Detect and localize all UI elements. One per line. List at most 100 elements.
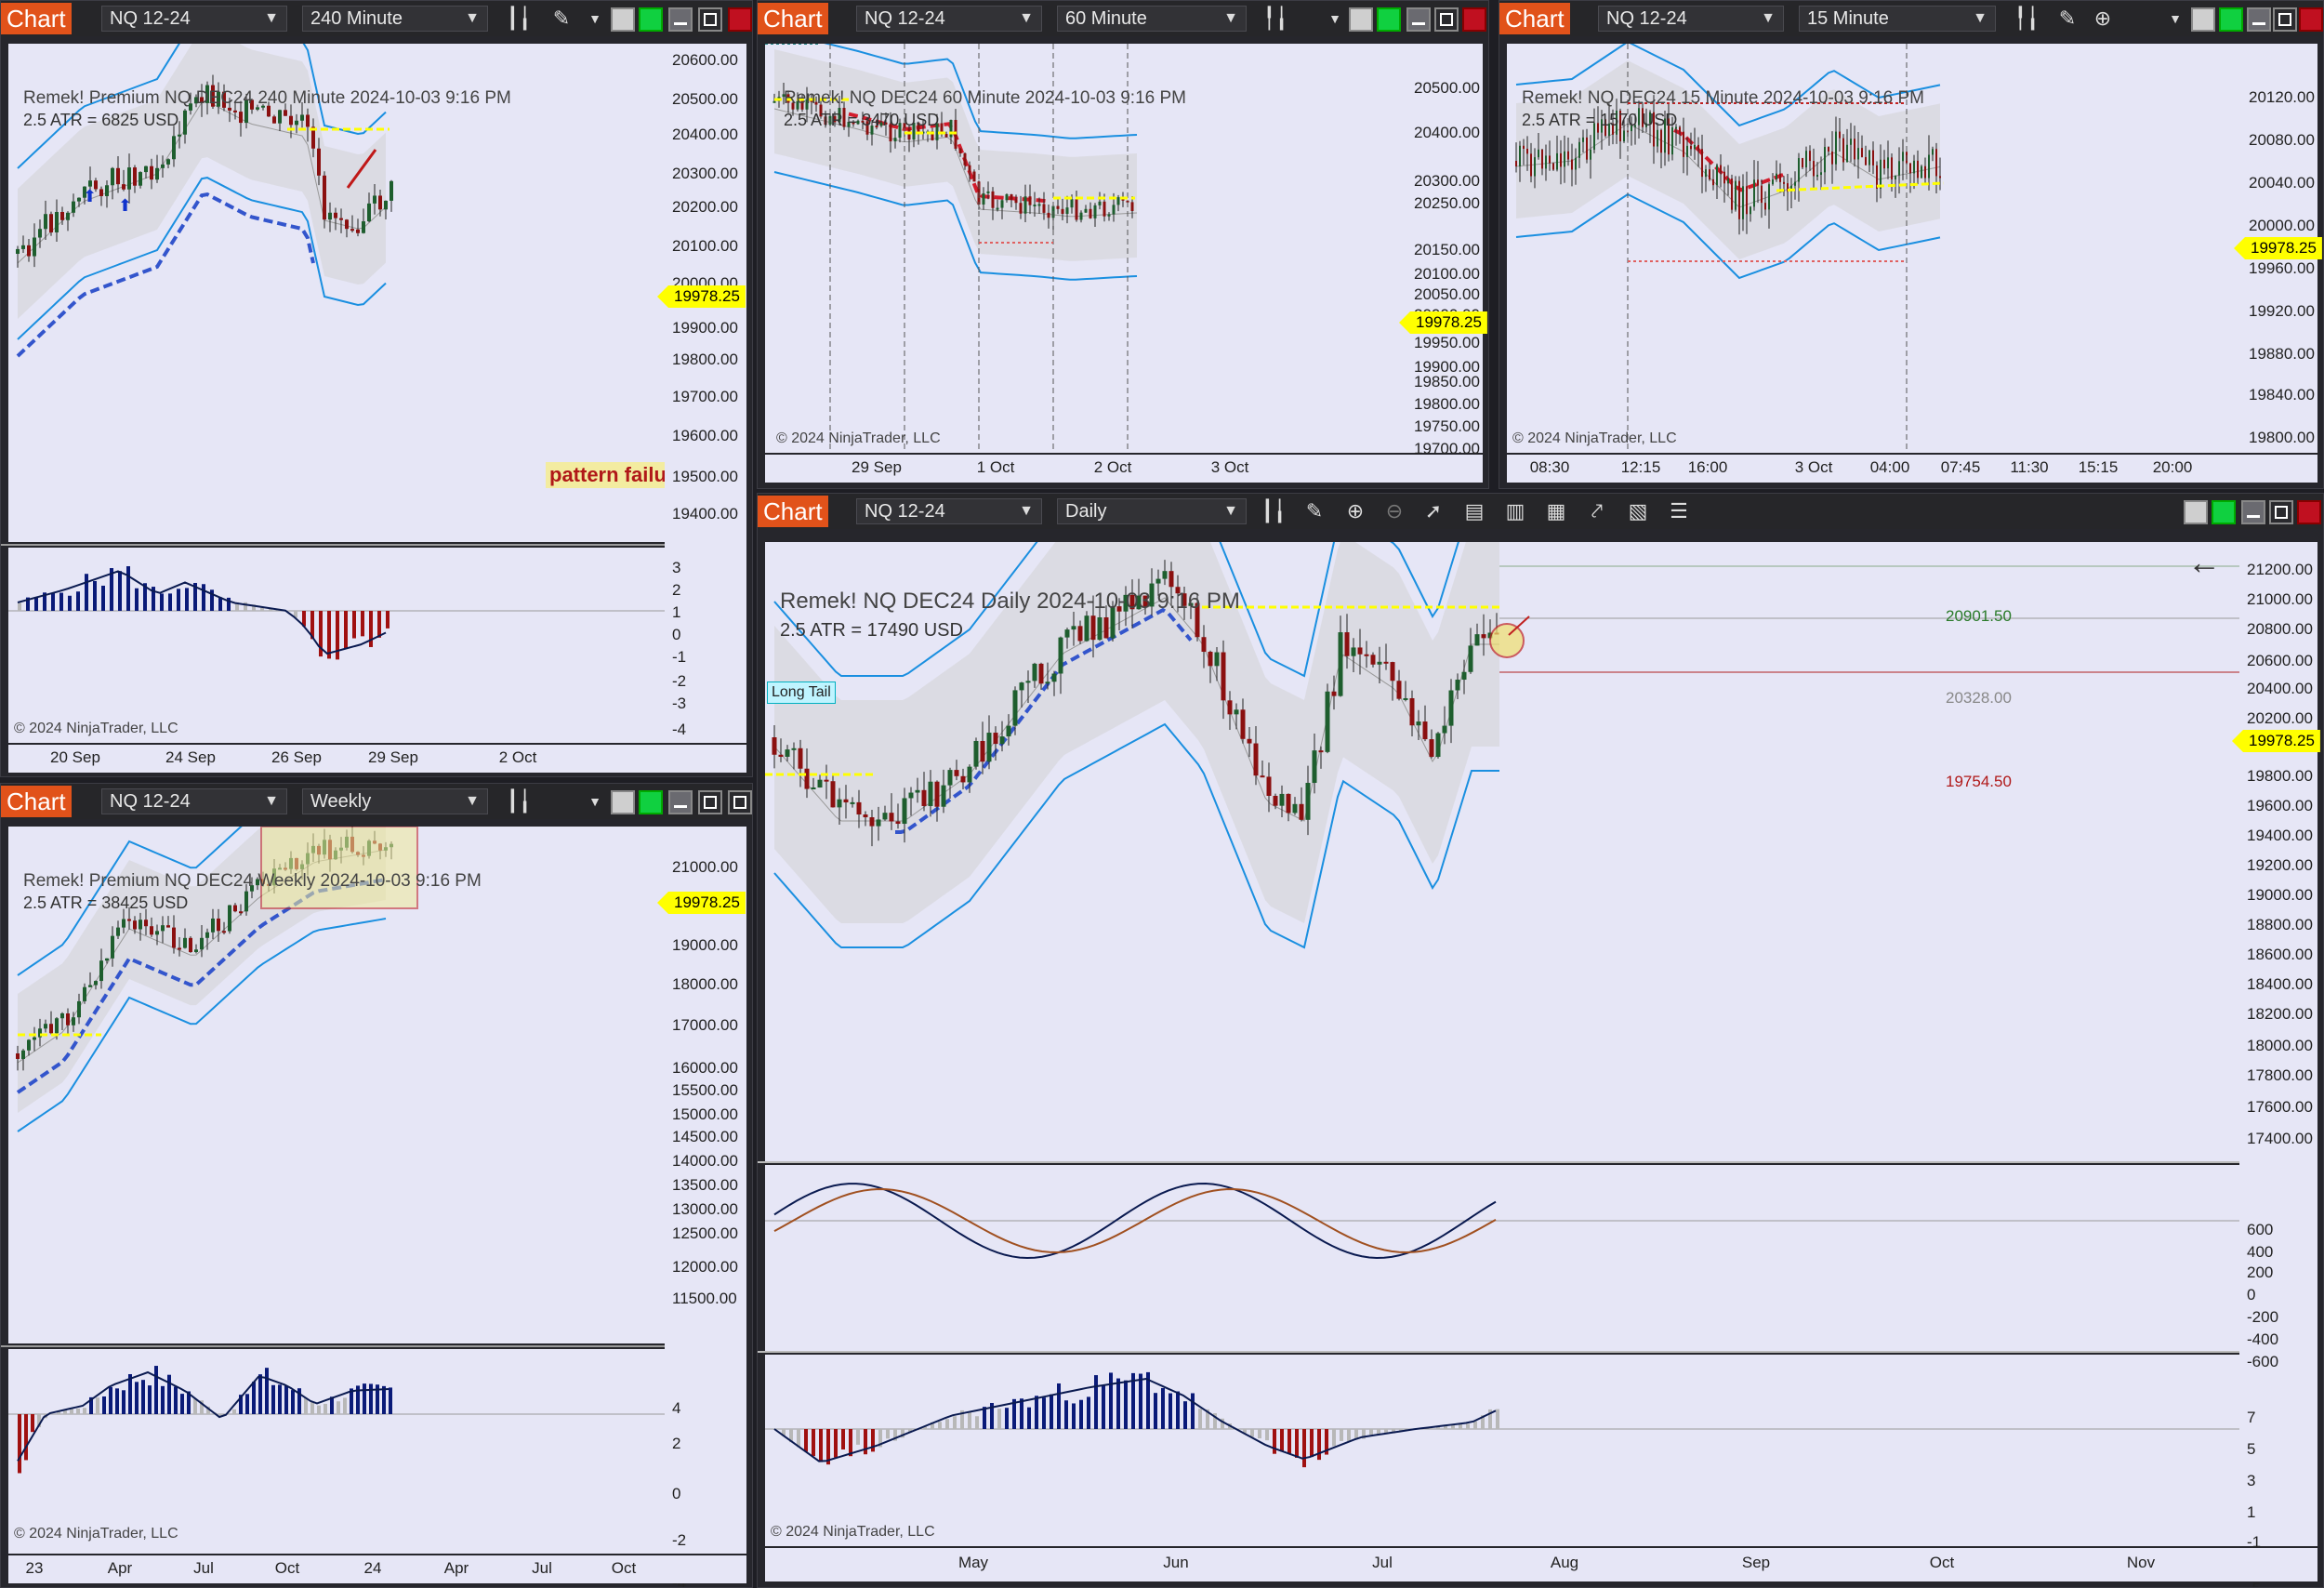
- link-icon[interactable]: [639, 7, 663, 32]
- price-panel[interactable]: Remek! NQ DEC24 60 Minute 2024-10-03 9:1…: [765, 44, 1406, 453]
- interval-selector[interactable]: Weekly ▼: [302, 788, 488, 814]
- oscillator-panel-2[interactable]: © 2024 NinjaTrader, LLC: [765, 1355, 2239, 1546]
- instrument-selector[interactable]: NQ 12-24 ▼: [101, 788, 287, 814]
- strategies-icon[interactable]: ⤤: [1591, 499, 1604, 523]
- price-axis[interactable]: 21000.0020000.0019000.0018000.0017000.00…: [665, 827, 746, 1587]
- back-arrow-icon[interactable]: ←: [2187, 543, 2221, 581]
- histogram-bar: [193, 1398, 197, 1414]
- bar-style-icon[interactable]: ╿╽: [2014, 7, 2040, 30]
- oscillator-panel[interactable]: © 2024 NinjaTrader, LLC: [8, 1349, 665, 1554]
- maximize-button[interactable]: [698, 790, 722, 814]
- time-axis[interactable]: 23 Apr Jul Oct 24 Apr Jul Oct: [8, 1555, 746, 1583]
- price-panel[interactable]: Remek! NQ DEC24 15 Minute 2024-10-03 9:1…: [1507, 44, 2241, 453]
- restore-button[interactable]: [728, 790, 752, 814]
- time-axis[interactable]: 29 Sep 1 Oct 2 Oct 3 Oct: [765, 455, 1483, 483]
- price-panel[interactable]: ⬆ ⬆ Remek! Premium NQ DEC24 240 Minute 20…: [8, 44, 665, 542]
- chevron-down-icon: ▼: [1223, 503, 1238, 519]
- interval-selector[interactable]: 15 Minute ▼: [1799, 6, 1996, 32]
- price-axis[interactable]: 21200.00 21000.00 20800.00 20600.00 20400.00…: [2239, 542, 2317, 1587]
- oscillator-panel[interactable]: © 2024 NinjaTrader, LLC: [8, 548, 665, 743]
- instrument-selector[interactable]: NQ 12-24 ▼: [101, 6, 287, 32]
- price-axis-label: -200: [2247, 1308, 2279, 1326]
- minimize-button[interactable]: [2247, 7, 2271, 32]
- minimize-button[interactable]: [1406, 7, 1431, 32]
- histogram-bar: [115, 1388, 119, 1414]
- zoom-icon[interactable]: ⊕: [2093, 7, 2112, 30]
- chart-tab[interactable]: Chart: [758, 496, 828, 527]
- dropdown-icon[interactable]: ▼: [588, 794, 601, 809]
- link-icon[interactable]: [1377, 7, 1401, 32]
- maximize-button[interactable]: [698, 7, 722, 32]
- maximize-button[interactable]: [2269, 500, 2293, 524]
- draw-tool-icon[interactable]: ✎: [2058, 7, 2077, 30]
- pointer-icon[interactable]: ➚: [1424, 499, 1443, 523]
- oscillator-panel-1[interactable]: [765, 1165, 2239, 1351]
- chart-tab[interactable]: Chart: [1499, 3, 1570, 34]
- candle-body: [991, 191, 995, 208]
- panel-separator[interactable]: [1, 1345, 665, 1347]
- minimize-button[interactable]: [2241, 500, 2265, 524]
- maximize-button[interactable]: [2273, 7, 2297, 32]
- candle-body: [88, 985, 92, 987]
- draw-tool-icon[interactable]: ✎: [552, 7, 571, 30]
- window-icon[interactable]: [1349, 7, 1373, 32]
- interval-selector[interactable]: 60 Minute ▼: [1057, 6, 1247, 32]
- histogram-bar: [1198, 1409, 1202, 1429]
- minimize-button[interactable]: [668, 7, 693, 32]
- close-button[interactable]: [2299, 7, 2323, 32]
- panel-separator[interactable]: [758, 1351, 2239, 1353]
- window-icon[interactable]: [2184, 500, 2208, 524]
- time-axis[interactable]: May Jun Jul Aug Sep Oct Nov: [765, 1548, 2317, 1581]
- minimize-button[interactable]: [668, 790, 693, 814]
- histogram-bar: [1444, 1425, 1447, 1429]
- data-box-icon[interactable]: ▤: [1464, 499, 1485, 523]
- link-icon[interactable]: [2212, 500, 2236, 524]
- candle-body: [996, 207, 999, 210]
- price-panel[interactable]: Remek! NQ DEC24 Daily 2024-10-03 9:16 PM…: [765, 542, 2239, 1161]
- window-icon[interactable]: [611, 7, 635, 32]
- instrument-selector[interactable]: NQ 12-24 ▼: [1598, 6, 1784, 32]
- candle-body: [1861, 148, 1863, 157]
- window-icon[interactable]: [611, 790, 635, 814]
- histogram-bar: [118, 571, 122, 611]
- close-button[interactable]: [2297, 500, 2321, 524]
- dropdown-icon[interactable]: ▼: [588, 11, 601, 26]
- close-button[interactable]: [1462, 7, 1486, 32]
- time-axis[interactable]: 08:30 12:15 16:00 3 Oct 04:00 07:45 11:30 15:15…: [1507, 455, 2317, 483]
- instrument-selector[interactable]: NQ 12-24 ▼: [856, 498, 1042, 524]
- properties-icon[interactable]: ▧: [1628, 499, 1648, 523]
- instrument-selector[interactable]: NQ 12-24 ▼: [856, 6, 1042, 32]
- price-panel[interactable]: Remek! Premium NQ DEC24 Weekly 2024-10-0…: [8, 827, 665, 1343]
- panel-separator[interactable]: [1, 544, 665, 546]
- draw-tool-icon[interactable]: ✎: [1305, 499, 1324, 523]
- price-axis[interactable]: 20500.00 20400.00 20300.00 20250.00 20150.00…: [1406, 44, 1483, 457]
- zoom-in-icon[interactable]: ⊕: [1346, 499, 1365, 523]
- dropdown-icon[interactable]: ▼: [2169, 11, 2182, 26]
- bar-style-icon[interactable]: ┃╽: [506, 7, 532, 30]
- candle-body: [1668, 118, 1670, 155]
- zoom-out-icon[interactable]: ⊖: [1385, 499, 1404, 523]
- candle-body: [99, 960, 103, 982]
- panel-separator[interactable]: [758, 1161, 2239, 1163]
- interval-selector[interactable]: 240 Minute ▼: [302, 6, 488, 32]
- bar-style-icon[interactable]: ╿╽: [1262, 7, 1288, 30]
- link-icon[interactable]: [2219, 7, 2243, 32]
- time-axis[interactable]: 20 Sep 24 Sep 26 Sep 29 Sep 2 Oct: [8, 745, 746, 773]
- dropdown-icon[interactable]: ▼: [1328, 11, 1341, 26]
- window-icon[interactable]: [2191, 7, 2215, 32]
- chart-tab[interactable]: Chart: [1, 3, 72, 34]
- chart-tab[interactable]: Chart: [1, 786, 72, 817]
- link-icon[interactable]: [639, 790, 663, 814]
- list-icon[interactable]: ☰: [1670, 499, 1688, 523]
- maximize-button[interactable]: [1434, 7, 1459, 32]
- chart-tab[interactable]: Chart: [758, 3, 828, 34]
- bar-style-icon[interactable]: ┃╽: [506, 789, 532, 813]
- close-button[interactable]: [728, 7, 752, 32]
- time-axis-label: 12:15: [1620, 458, 1661, 476]
- candle-body: [1240, 709, 1246, 739]
- chart-trader-icon[interactable]: ▥: [1505, 499, 1525, 523]
- indicators-icon[interactable]: ▦: [1546, 499, 1566, 523]
- price-axis[interactable]: 20600.00 20500.00 20400.00 20300.00 20200.00…: [665, 44, 746, 743]
- bar-style-icon[interactable]: ┃╽: [1261, 499, 1287, 523]
- interval-selector[interactable]: Daily ▼: [1057, 498, 1247, 524]
